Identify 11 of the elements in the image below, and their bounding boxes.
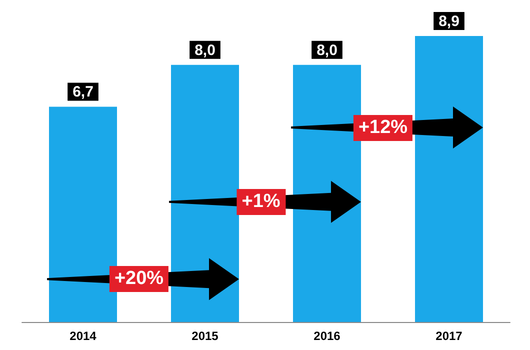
x-tick-label: 2016 xyxy=(314,329,341,343)
x-tick-label: 2014 xyxy=(70,329,97,343)
x-tick-label: 2017 xyxy=(436,329,463,343)
annotation: +20% xyxy=(109,266,169,292)
annotation: +12% xyxy=(353,114,413,141)
data-label: 8,0 xyxy=(194,42,216,59)
data-label: 8,0 xyxy=(316,42,338,59)
annotation: +1% xyxy=(236,188,286,215)
x-tick-label: 2015 xyxy=(192,329,219,343)
data-label: 6,7 xyxy=(72,84,94,101)
data-label: 8,9 xyxy=(438,13,460,30)
